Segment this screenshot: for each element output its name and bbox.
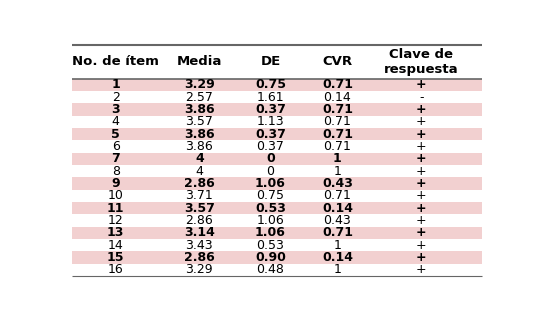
Text: 0.75: 0.75	[256, 189, 285, 203]
Text: +: +	[416, 251, 427, 264]
Text: +: +	[416, 128, 427, 141]
Text: 3.14: 3.14	[184, 226, 215, 239]
Text: Media: Media	[177, 55, 222, 68]
Text: 5: 5	[111, 128, 120, 141]
Text: 15: 15	[107, 251, 124, 264]
Text: 4: 4	[195, 165, 203, 178]
Bar	[72, 128, 482, 140]
Text: +: +	[416, 214, 427, 227]
Text: +: +	[416, 226, 427, 239]
Text: No. de ítem: No. de ítem	[72, 55, 159, 68]
Text: 0.14: 0.14	[322, 202, 353, 215]
Text: +: +	[416, 202, 427, 215]
Text: 1.06: 1.06	[256, 214, 285, 227]
Text: 0.90: 0.90	[255, 251, 286, 264]
Text: 2.86: 2.86	[184, 177, 215, 190]
Text: 16: 16	[108, 264, 124, 276]
Text: 3.86: 3.86	[184, 128, 214, 141]
Text: 1: 1	[111, 78, 120, 91]
Text: 1: 1	[334, 264, 341, 276]
Bar	[72, 177, 482, 190]
Text: 11: 11	[107, 202, 124, 215]
Text: 7: 7	[111, 152, 120, 165]
Text: 1: 1	[334, 165, 341, 178]
Text: 0: 0	[266, 165, 274, 178]
Text: 3.57: 3.57	[185, 115, 213, 128]
Text: 3.29: 3.29	[184, 78, 215, 91]
Text: 10: 10	[107, 189, 124, 203]
Text: 0.48: 0.48	[256, 264, 285, 276]
Text: 3.86: 3.86	[184, 103, 214, 116]
Text: 0.71: 0.71	[322, 78, 353, 91]
Text: 0: 0	[266, 152, 275, 165]
Text: 1.06: 1.06	[255, 177, 286, 190]
Text: 8: 8	[112, 165, 120, 178]
Text: +: +	[416, 103, 427, 116]
Text: 0.71: 0.71	[322, 103, 353, 116]
Text: 3.57: 3.57	[184, 202, 215, 215]
Text: DE: DE	[260, 55, 281, 68]
Bar	[72, 251, 482, 264]
Text: 3.71: 3.71	[185, 189, 213, 203]
Text: +: +	[416, 152, 427, 165]
Text: +: +	[416, 78, 427, 91]
Text: 1.06: 1.06	[255, 226, 286, 239]
Text: +: +	[416, 140, 427, 153]
Text: 2.57: 2.57	[185, 90, 213, 104]
Text: +: +	[416, 264, 427, 276]
Text: 9: 9	[111, 177, 120, 190]
Text: 2: 2	[112, 90, 119, 104]
Text: 0.43: 0.43	[322, 177, 353, 190]
Text: +: +	[416, 177, 427, 190]
Bar	[72, 153, 482, 165]
Text: 4: 4	[112, 115, 119, 128]
Text: +: +	[416, 115, 427, 128]
Text: +: +	[416, 165, 427, 178]
Text: 1: 1	[334, 239, 341, 252]
Text: 14: 14	[108, 239, 124, 252]
Text: 0.37: 0.37	[255, 128, 286, 141]
Text: 1: 1	[333, 152, 342, 165]
Bar	[72, 103, 482, 115]
Text: 1.13: 1.13	[256, 115, 284, 128]
Text: 0.75: 0.75	[255, 78, 286, 91]
Text: 3.29: 3.29	[186, 264, 213, 276]
Text: 13: 13	[107, 226, 124, 239]
Text: 3.43: 3.43	[186, 239, 213, 252]
Text: 0.71: 0.71	[323, 189, 352, 203]
Text: 6: 6	[112, 140, 119, 153]
Text: 3.86: 3.86	[185, 140, 213, 153]
Text: 0.53: 0.53	[256, 239, 285, 252]
Text: 4: 4	[195, 152, 204, 165]
Text: 0.37: 0.37	[255, 103, 286, 116]
Text: 0.71: 0.71	[322, 226, 353, 239]
Text: 0.14: 0.14	[323, 90, 352, 104]
Text: 0.53: 0.53	[255, 202, 286, 215]
Text: 2.86: 2.86	[184, 251, 215, 264]
Text: +: +	[416, 189, 427, 203]
Text: 12: 12	[108, 214, 124, 227]
Text: 0.71: 0.71	[323, 115, 352, 128]
Text: +: +	[416, 239, 427, 252]
Text: Clave de
respuesta: Clave de respuesta	[384, 48, 458, 76]
Text: CVR: CVR	[322, 55, 353, 68]
Text: 1.61: 1.61	[256, 90, 284, 104]
Bar	[72, 202, 482, 214]
Text: 0.71: 0.71	[322, 128, 353, 141]
Bar	[72, 79, 482, 91]
Bar	[72, 227, 482, 239]
Text: 3: 3	[111, 103, 120, 116]
Text: 0.71: 0.71	[323, 140, 352, 153]
Text: 2.86: 2.86	[185, 214, 213, 227]
Text: 0.37: 0.37	[256, 140, 285, 153]
Text: -: -	[419, 90, 423, 104]
Text: 0.43: 0.43	[323, 214, 352, 227]
Text: 0.14: 0.14	[322, 251, 353, 264]
